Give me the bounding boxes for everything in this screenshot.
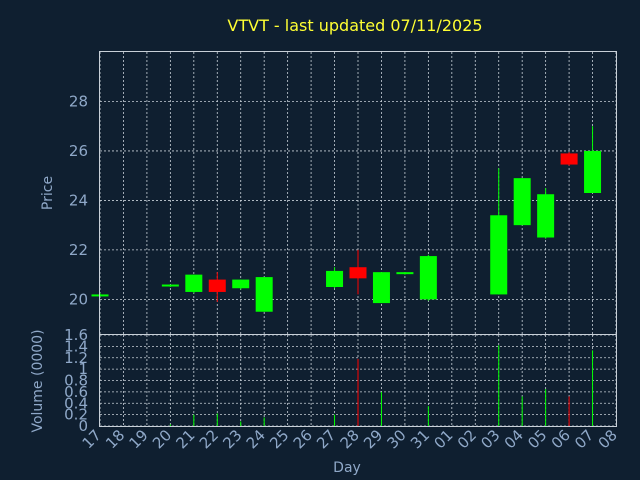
volume-y-tick-label: 0.6 [64,383,88,401]
volume-y-tick-label: 1.6 [64,326,88,344]
x-tick-label: 03 [477,426,503,452]
x-tick-label: 06 [548,426,574,452]
x-tick-label: 25 [266,426,292,452]
price-y-tick-label: 24 [69,191,88,209]
x-tick-label: 21 [172,426,198,452]
x-tick-label: 28 [337,426,363,452]
volume-y-tick-label: 0.2 [64,406,88,424]
candle-body [372,272,390,304]
candle-body [161,284,179,287]
x-tick-label: 18 [102,426,128,452]
x-tick-label: 26 [290,426,316,452]
volume-y-tick-label: 0.4 [64,394,88,412]
price-y-tick-label: 28 [69,92,88,110]
x-tick-label: 24 [243,426,269,452]
candle-body [232,279,250,289]
candle-body [419,256,437,300]
volume-y-tick-labels: 00.20.40.60.811.21.41.6 [64,326,88,435]
candle-body [537,194,555,238]
x-tick-label: 22 [196,426,222,452]
candle-body [490,215,508,295]
candle-body [208,279,226,292]
x-tick-label: 31 [407,426,433,452]
candle-body [349,267,367,279]
volume-series [169,345,594,426]
x-tick-label: 23 [219,426,245,452]
x-tick-label: 27 [313,426,339,452]
x-tick-label: 05 [524,426,550,452]
candlestick-series [91,126,602,312]
candle-body [513,178,531,226]
x-tick-label: 02 [454,426,480,452]
x-tick-label: 04 [501,426,527,452]
chart-title: VTVT - last updated 07/11/2025 [227,16,482,35]
candle-body [255,277,273,312]
volume-y-tick-label: 0 [78,417,88,435]
candle-body [584,150,602,193]
volume-y-tick-label: 1.2 [64,349,88,367]
price-axis-label: Price [40,176,56,210]
price-y-tick-label: 20 [69,290,88,308]
volume-y-tick-label: 0.8 [64,372,88,390]
volume-y-tick-label: 1 [78,360,88,378]
price-y-tick-label: 22 [69,241,88,259]
price-y-tick-label: 26 [69,142,88,160]
x-tick-label: 01 [430,426,456,452]
x-tick-label: 07 [571,426,597,452]
x-tick-label: 19 [126,426,152,452]
x-tick-labels: 1718192021222324252627282930310102030405… [79,426,621,452]
x-tick-label: 08 [595,426,621,452]
candle-body [326,270,344,287]
volume-plot-frame [99,334,617,427]
x-tick-label: 30 [384,426,410,452]
candle-body [396,272,414,275]
volume-y-tick-label: 1.4 [64,337,88,355]
x-tick-label: 29 [360,426,386,452]
volume-axis-label: Volume (0000) [30,329,46,432]
x-tick-label: 20 [149,426,175,452]
candle-body [560,153,578,165]
candle-body [185,274,203,292]
price-y-tick-labels: 20 22 24 26 28 [69,92,88,308]
x-axis-label: Day [333,460,361,476]
